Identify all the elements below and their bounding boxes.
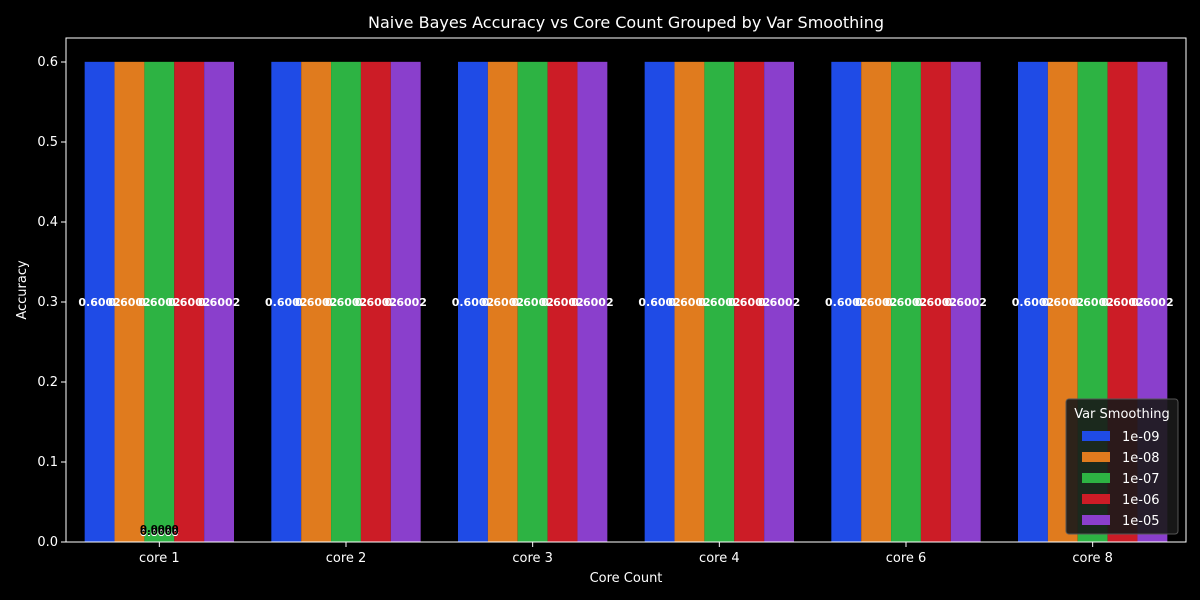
bar	[1018, 61, 1048, 543]
bar-value-label: 0.6002	[265, 296, 307, 309]
y-tick-label: 0.6	[37, 55, 58, 70]
bar-value-label: 0.6002	[511, 296, 553, 309]
bar	[734, 61, 765, 543]
bar-value-label: 0.6002	[885, 296, 927, 309]
bar-value-label: 0.6002	[698, 296, 740, 309]
y-tick-label: 0.4	[37, 215, 58, 230]
bar-value-label: 0.6002	[482, 296, 524, 309]
bar	[644, 61, 675, 543]
legend-label: 1e-07	[1122, 472, 1160, 487]
y-tick-label: 0.0	[37, 535, 58, 550]
bar	[271, 61, 302, 543]
bar	[920, 61, 951, 543]
bar	[458, 61, 488, 543]
bar-value-label: 0.6002	[1071, 296, 1113, 309]
bar-value-label: 0.6002	[385, 296, 427, 309]
legend-swatch	[1082, 431, 1110, 441]
legend-title: Var Smoothing	[1074, 407, 1170, 422]
bar-value-label: 0.6002	[452, 296, 494, 309]
bar-value-label: 0.6002	[295, 296, 337, 309]
x-tick-label: core 1	[139, 551, 180, 566]
bar-value-label: 0.6002	[1131, 296, 1173, 309]
bar	[331, 61, 361, 543]
bar	[84, 61, 115, 543]
y-tick-label: 0.1	[37, 455, 58, 470]
y-tick-label: 0.5	[37, 135, 58, 150]
y-tick-label: 0.2	[37, 375, 58, 390]
bar	[704, 61, 735, 543]
bar	[301, 61, 332, 543]
bar-value-label: 0.6002	[541, 296, 583, 309]
y-tick-label: 0.3	[37, 295, 58, 310]
bar-value-label: 0.6002	[825, 296, 867, 309]
bar	[487, 61, 518, 543]
zero-value-label: 0.0000	[140, 524, 179, 535]
x-axis-label: Core Count	[590, 571, 663, 586]
bar	[174, 61, 205, 543]
bar-value-label: 0.6002	[168, 296, 210, 309]
legend-swatch	[1082, 494, 1110, 504]
bar	[144, 61, 175, 543]
legend-label: 1e-08	[1122, 451, 1160, 466]
plot-area: 0.6002 0.6002 0.6002 0.6002 0.6002 0.60020.60…	[37, 37, 1187, 566]
bar	[831, 61, 862, 543]
bar	[114, 61, 145, 543]
legend-label: 1e-06	[1122, 493, 1160, 508]
bar-value-label: 0.6002	[638, 296, 680, 309]
bar-value-label: 0.6002	[915, 296, 957, 309]
bar-value-label: 0.6002	[1012, 296, 1054, 309]
zero-value-label: 0.0000	[140, 528, 179, 539]
bar-value-label: 0.6002	[325, 296, 367, 309]
bar-value-label: 0.6002	[198, 296, 240, 309]
bar	[577, 61, 608, 543]
x-tick-label: core 3	[512, 551, 553, 566]
bar-value-label: 0.6002	[571, 296, 613, 309]
bar	[517, 61, 548, 543]
zero-value-label: 0.0000	[140, 527, 179, 538]
bar-value-label: 0.6002	[668, 296, 710, 309]
bar-value-label: 0.6002	[945, 296, 987, 309]
bar-value-label: 0.6002	[1042, 296, 1084, 309]
bar-value-label: 0.6002	[855, 296, 897, 309]
zero-value-label: 0.0000	[140, 528, 179, 539]
legend-label: 1e-09	[1122, 430, 1160, 445]
x-tick-label: core 2	[326, 551, 367, 566]
bar-value-label: 0.6002	[138, 296, 180, 309]
bar	[891, 61, 921, 543]
bar	[764, 61, 794, 543]
plot-frame	[65, 37, 1187, 543]
bar-value-label: 0.6002	[355, 296, 397, 309]
bar-value-label: 0.6002	[78, 296, 120, 309]
chart-title: Naive Bayes Accuracy vs Core Count Group…	[368, 13, 884, 32]
legend-swatch	[1082, 452, 1110, 462]
bar	[674, 61, 705, 543]
zero-value-label: 0.0000	[140, 528, 179, 539]
legend-swatch	[1082, 515, 1110, 525]
legend-label: 1e-05	[1122, 514, 1160, 529]
x-tick-label: core 8	[1072, 551, 1113, 566]
bar	[950, 61, 981, 543]
bar	[861, 61, 892, 543]
zero-value-label: 0.0000	[140, 528, 179, 539]
bar	[360, 61, 391, 543]
bar	[204, 61, 234, 543]
bar-value-label: 0.6002	[1101, 296, 1143, 309]
x-tick-label: core 6	[886, 551, 927, 566]
legend-swatch	[1082, 473, 1110, 483]
bar-value-label: 0.6002	[728, 296, 770, 309]
x-tick-label: core 4	[699, 551, 740, 566]
bar	[390, 61, 421, 543]
bar	[547, 61, 578, 543]
y-axis-label: Accuracy	[15, 260, 30, 320]
bar-value-label: 0.6002	[108, 296, 150, 309]
bar-value-label: 0.6002	[758, 296, 800, 309]
